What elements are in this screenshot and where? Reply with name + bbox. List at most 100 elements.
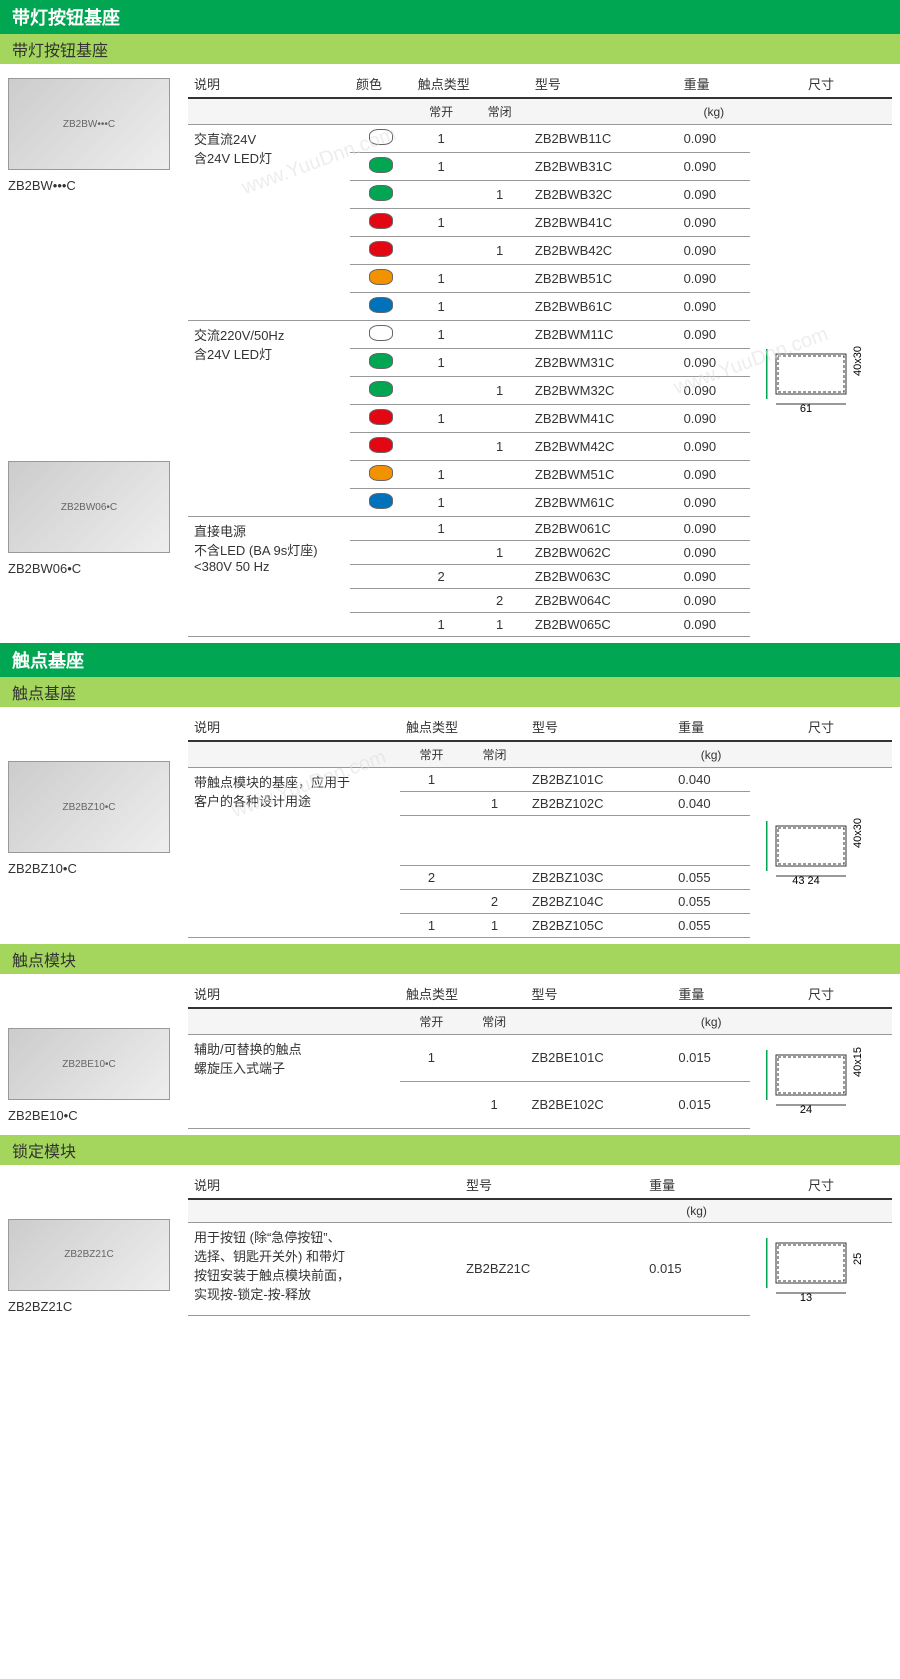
model-cell: ZB2BWM41C [529, 405, 678, 433]
model-cell: ZB2BZ105C [526, 914, 672, 938]
color-cell [350, 541, 412, 565]
no-cell: 1 [412, 265, 471, 293]
product-image-3: ZB2BZ10•C [8, 761, 170, 853]
table-sec1: 说明 颜色 触点类型 型号 重量 尺寸 常开 常闭 (kg) 交直流24V 含2… [188, 70, 892, 637]
nc-cell [470, 349, 529, 377]
model-cell: ZB2BW063C [529, 565, 678, 589]
section1-content: ZB2BW•••C ZB2BW•••C ZB2BW06•C ZB2BW06•C … [0, 64, 900, 643]
th-weight: 重量 [643, 1171, 750, 1199]
color-cell [350, 237, 412, 265]
th-kg: (kg) [678, 98, 750, 125]
section1-title: 带灯按钮基座 [0, 0, 900, 34]
model-cell: ZB2BZ21C [460, 1222, 643, 1316]
dimension-diagram: 40x3061 [766, 344, 876, 414]
th-weight: 重量 [678, 70, 750, 98]
section4-content: ZB2BZ21C ZB2BZ21C 说明 型号 重量 尺寸 (kg) 用于按钮 … [0, 1165, 900, 1323]
nc-cell [470, 293, 529, 321]
th-desc: 说明 [188, 713, 400, 741]
section2-subtitle: 触点基座 [0, 677, 900, 707]
desc-cell: 交流220V/50Hz 含24V LED灯 [188, 321, 350, 517]
nc-cell [470, 153, 529, 181]
model-cell: ZB2BWM11C [529, 321, 678, 349]
model-cell: ZB2BWM32C [529, 377, 678, 405]
weight-cell: 0.090 [678, 153, 750, 181]
weight-cell: 0.090 [678, 349, 750, 377]
caption-3: ZB2BZ10•C [8, 861, 188, 876]
no-cell [412, 377, 471, 405]
th-open: 常开 [412, 98, 471, 125]
weight-cell: 0.090 [678, 237, 750, 265]
color-cell [350, 613, 412, 637]
weight-cell: 0.090 [678, 589, 750, 613]
no-cell: 1 [400, 914, 463, 938]
model-cell: ZB2BWB41C [529, 209, 678, 237]
no-cell [412, 181, 471, 209]
nc-cell [470, 209, 529, 237]
table-sec3: 说明 触点类型 型号 重量 尺寸 常开 常闭 (kg) 辅助/可替换的触点 螺旋… [188, 980, 892, 1129]
model-cell: ZB2BE101C [526, 1035, 673, 1082]
caption-4: ZB2BE10•C [8, 1108, 188, 1123]
color-cell [350, 349, 412, 377]
weight-cell: 0.090 [678, 209, 750, 237]
table-row: 交直流24V 含24V LED灯1ZB2BWB11C0.09040x3061 [188, 125, 892, 153]
no-cell: 1 [412, 461, 471, 489]
nc-cell [470, 517, 529, 541]
weight-cell: 0.015 [672, 1081, 750, 1128]
no-cell [400, 1081, 463, 1128]
model-cell: ZB2BW065C [529, 613, 678, 637]
model-cell: ZB2BZ103C [526, 866, 672, 890]
weight-cell: 0.015 [643, 1222, 750, 1316]
weight-cell: 0.090 [678, 517, 750, 541]
nc-cell [463, 816, 526, 866]
caption-1: ZB2BW•••C [8, 178, 188, 193]
nc-cell [470, 405, 529, 433]
caption-2: ZB2BW06•C [8, 561, 188, 576]
color-cell [350, 461, 412, 489]
th-desc: 说明 [188, 980, 400, 1008]
nc-cell: 1 [470, 237, 529, 265]
weight-cell: 0.055 [672, 914, 750, 938]
model-cell: ZB2BE102C [526, 1081, 673, 1128]
dim-cell: 2513 [750, 1222, 892, 1316]
svg-text:61: 61 [800, 403, 812, 414]
svg-text:40x15: 40x15 [852, 1047, 864, 1077]
nc-cell [470, 461, 529, 489]
svg-text:13: 13 [800, 1292, 812, 1303]
model-cell: ZB2BWB61C [529, 293, 678, 321]
color-cell [350, 433, 412, 461]
th-model: 型号 [529, 70, 678, 98]
nc-cell [463, 768, 526, 792]
nc-cell: 1 [463, 914, 526, 938]
table-row: 用于按钮 (除“急停按钮”、 选择、钥匙开关外) 和带灯 按钮安装于触点模块前面… [188, 1222, 892, 1316]
product-image-1: ZB2BW•••C [8, 78, 170, 170]
color-cell [350, 565, 412, 589]
no-cell: 1 [412, 125, 471, 153]
th-close: 常闭 [463, 1008, 526, 1035]
color-cell [350, 265, 412, 293]
nc-cell [470, 321, 529, 349]
nc-cell: 1 [470, 433, 529, 461]
model-cell: ZB2BW062C [529, 541, 678, 565]
th-model: 型号 [526, 980, 673, 1008]
caption-5: ZB2BZ21C [8, 1299, 188, 1314]
model-cell: ZB2BZ101C [526, 768, 672, 792]
no-cell: 1 [412, 293, 471, 321]
weight-cell: 0.090 [678, 293, 750, 321]
color-cell [350, 377, 412, 405]
nc-cell [470, 125, 529, 153]
model-cell: ZB2BZ102C [526, 792, 672, 816]
model-cell: ZB2BW064C [529, 589, 678, 613]
product-image-2: ZB2BW06•C [8, 461, 170, 553]
desc-cell: 直接电源 不含LED (BA 9s灯座) <380V 50 Hz [188, 517, 350, 637]
nc-cell: 1 [470, 181, 529, 209]
nc-cell [470, 265, 529, 293]
weight-cell: 0.040 [672, 792, 750, 816]
weight-cell: 0.040 [672, 768, 750, 792]
no-cell: 1 [400, 768, 463, 792]
no-cell: 1 [412, 405, 471, 433]
model-cell: ZB2BWM42C [529, 433, 678, 461]
th-kg: (kg) [672, 741, 750, 768]
model-cell: ZB2BWM61C [529, 489, 678, 517]
th-dim: 尺寸 [750, 713, 892, 741]
th-weight: 重量 [672, 980, 750, 1008]
